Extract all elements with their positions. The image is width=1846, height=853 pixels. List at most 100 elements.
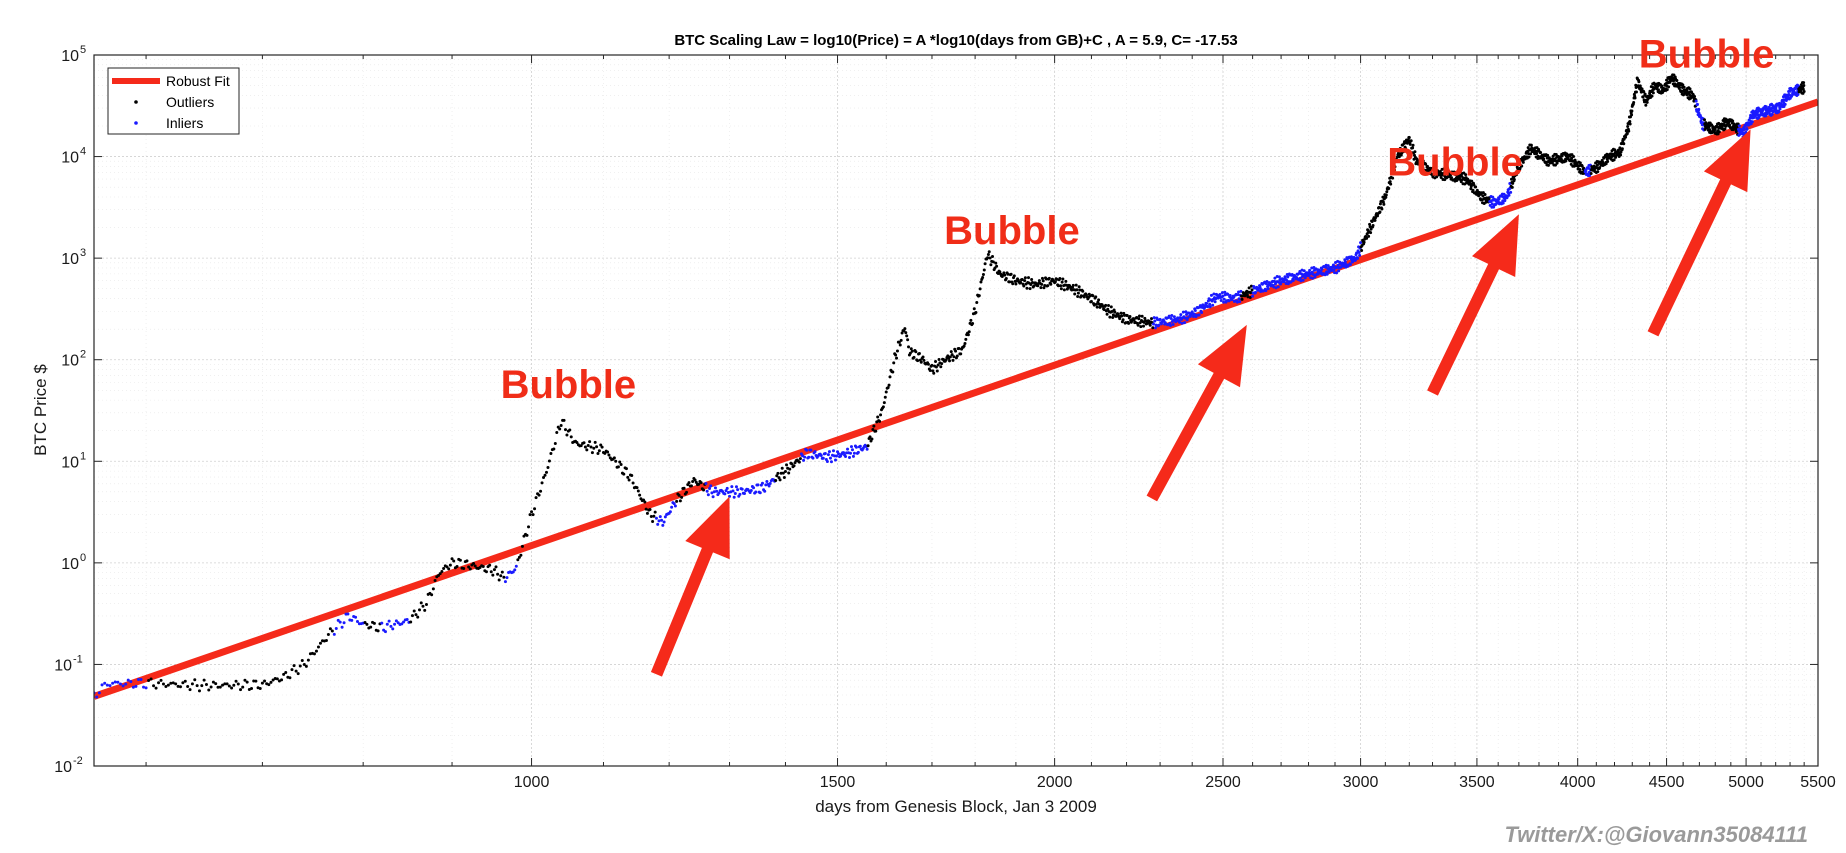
x-axis-label: days from Genesis Block, Jan 3 2009 (815, 797, 1097, 816)
outlier-point (776, 471, 780, 475)
outlier-point (1382, 202, 1386, 206)
inlier-point (765, 479, 769, 483)
inlier-point (1695, 102, 1699, 106)
outlier-point (1055, 277, 1059, 281)
inlier-point (1197, 313, 1201, 317)
outlier-point (1032, 284, 1036, 288)
inlier-point (865, 447, 869, 451)
inlier-point (131, 685, 135, 689)
outlier-point (298, 664, 302, 668)
outlier-point (798, 457, 802, 461)
outlier-point (525, 533, 529, 537)
outlier-point (438, 572, 442, 576)
outlier-point (447, 567, 451, 571)
outlier-point (481, 565, 485, 569)
inlier-point (1264, 282, 1268, 286)
inlier-point (805, 448, 809, 452)
inlier-point (514, 564, 518, 568)
inlier-point (1356, 256, 1360, 260)
outlier-point (1373, 218, 1377, 222)
outlier-point (1378, 202, 1382, 206)
outlier-point (682, 486, 686, 490)
inlier-point (121, 684, 125, 688)
outlier-point (164, 685, 168, 689)
inlier-point (717, 491, 721, 495)
outlier-point (1378, 210, 1382, 214)
x-tick-label: 4500 (1649, 774, 1685, 791)
outlier-point (223, 682, 227, 686)
outlier-point (430, 593, 434, 597)
outlier-point (1399, 148, 1403, 152)
inlier-point (1584, 169, 1588, 173)
outlier-point (1391, 170, 1395, 174)
inlier-point (111, 681, 115, 685)
outlier-point (779, 471, 783, 475)
outlier-point (230, 686, 234, 690)
outlier-point (930, 363, 934, 367)
inlier-point (1284, 281, 1288, 285)
y-tick-label: 10 3 (61, 247, 86, 268)
outlier-point (500, 570, 504, 574)
inlier-point (1251, 294, 1255, 298)
inlier-point (1158, 317, 1162, 321)
outlier-point (638, 493, 642, 497)
outlier-point (1362, 240, 1366, 244)
outlier-point (218, 685, 222, 689)
red-arrow (1427, 214, 1519, 396)
outlier-point (643, 500, 647, 504)
outlier-point (1644, 103, 1648, 107)
outlier-point (1620, 147, 1624, 151)
outlier-point (916, 359, 920, 363)
outlier-point (1622, 142, 1626, 146)
inlier-point (1325, 270, 1329, 274)
inlier-point (758, 491, 762, 495)
inlier-point (1232, 295, 1236, 299)
inlier-point (657, 519, 661, 523)
outlier-point (936, 363, 940, 367)
x-tick-label: 2000 (1037, 774, 1073, 791)
outlier-point (892, 361, 896, 365)
inlier-point (1237, 297, 1241, 301)
bubble-label: Bubble (944, 209, 1080, 253)
inlier-point (1744, 130, 1748, 134)
inlier-point (124, 682, 128, 686)
outlier-point (282, 672, 286, 676)
outlier-point (1365, 236, 1369, 240)
outlier-point (1240, 297, 1244, 301)
outlier-point (645, 511, 649, 515)
inlier-point (1208, 302, 1212, 306)
outlier-point (421, 604, 425, 608)
inlier-point (1209, 293, 1213, 297)
outlier-point (549, 452, 553, 456)
outlier-point (935, 369, 939, 373)
outlier-point (1116, 312, 1120, 316)
outlier-point (1012, 274, 1016, 278)
inlier-point (380, 621, 384, 625)
inlier-point (1326, 264, 1330, 268)
inlier-point (355, 620, 359, 624)
outlier-point (982, 268, 986, 272)
inlier-point (1337, 269, 1341, 273)
outlier-point (691, 480, 695, 484)
inlier-point (100, 683, 104, 687)
outlier-point (964, 337, 968, 341)
outlier-point (214, 682, 218, 686)
outlier-point (176, 684, 180, 688)
outlier-point (912, 355, 916, 359)
outlier-point (1572, 154, 1576, 158)
outlier-point (1143, 316, 1147, 320)
outlier-point (258, 686, 262, 690)
inlier-point (1276, 285, 1280, 289)
inlier-point (834, 458, 838, 462)
outlier-point (1564, 159, 1568, 163)
outlier-point (866, 444, 870, 448)
outlier-point (1037, 279, 1041, 283)
outlier-point (636, 489, 640, 493)
inlier-point (1357, 251, 1361, 255)
outlier-point (693, 478, 697, 482)
outlier-point (1474, 185, 1478, 189)
inlier-point (732, 495, 736, 499)
outlier-point (652, 514, 656, 518)
inlier-point (1169, 316, 1173, 320)
